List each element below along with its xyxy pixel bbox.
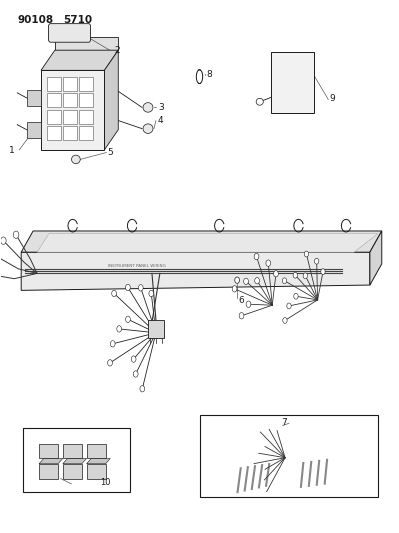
Circle shape [244,278,249,285]
Circle shape [111,341,115,347]
Ellipse shape [71,155,80,164]
Polygon shape [21,252,370,290]
Polygon shape [55,37,118,50]
Text: 5710: 5710 [63,14,92,25]
Circle shape [232,286,237,292]
Bar [63,126,77,140]
Bar [39,464,58,479]
Circle shape [108,360,113,366]
Bar [79,126,93,140]
Ellipse shape [143,103,153,112]
Polygon shape [41,50,118,70]
Bar [87,464,106,479]
Circle shape [239,312,244,319]
Circle shape [314,259,319,264]
Circle shape [321,269,325,274]
Text: 1: 1 [9,147,15,156]
Polygon shape [370,231,382,285]
Circle shape [287,303,291,309]
Text: 2: 2 [114,46,120,55]
Circle shape [126,316,130,322]
Text: 90108: 90108 [17,14,53,25]
Bar [39,443,58,458]
Ellipse shape [256,98,263,105]
Circle shape [282,278,286,284]
Text: 4: 4 [158,116,164,125]
Text: 5: 5 [108,148,113,157]
Bar [23,428,130,492]
Bar [47,93,61,108]
Bar [63,110,77,124]
Bar [47,110,61,124]
Circle shape [283,318,287,324]
Bar [79,110,93,124]
Polygon shape [63,458,87,464]
FancyBboxPatch shape [49,23,91,42]
Bar [47,126,61,140]
Circle shape [254,253,259,260]
Polygon shape [39,458,63,464]
Text: 3: 3 [158,103,164,112]
Circle shape [255,278,259,284]
Bar [148,319,164,338]
Circle shape [246,301,251,308]
Bar [79,77,93,91]
Circle shape [133,371,138,377]
Circle shape [1,237,6,244]
Bar [27,122,41,138]
Bar [87,443,106,458]
Bar [200,415,378,497]
Bar [41,70,105,150]
Ellipse shape [143,124,153,133]
Text: INSTRUMENT PANEL WIRING: INSTRUMENT PANEL WIRING [109,264,166,268]
Text: 6: 6 [238,296,244,305]
Bar [63,464,82,479]
Circle shape [138,285,143,291]
Polygon shape [105,50,118,150]
Bar [63,443,82,458]
Circle shape [293,272,298,278]
Circle shape [235,277,239,284]
Circle shape [140,385,145,392]
Bar [63,93,77,108]
Text: 8: 8 [207,69,212,78]
Polygon shape [21,231,382,252]
Bar [27,90,41,106]
Bar [271,52,314,113]
Circle shape [303,273,308,279]
Text: 7: 7 [281,418,286,427]
Circle shape [294,293,298,299]
Circle shape [117,326,122,332]
Bar [79,93,93,108]
Text: 10: 10 [100,478,111,487]
Bar [47,77,61,91]
Circle shape [274,271,279,277]
Circle shape [126,284,130,290]
Polygon shape [87,458,111,464]
Circle shape [149,290,154,297]
Circle shape [112,290,117,297]
Circle shape [304,251,308,257]
Circle shape [131,356,136,362]
Circle shape [266,260,271,266]
Polygon shape [37,233,378,252]
Bar [63,77,77,91]
Text: 9: 9 [330,94,335,103]
Circle shape [13,231,19,238]
